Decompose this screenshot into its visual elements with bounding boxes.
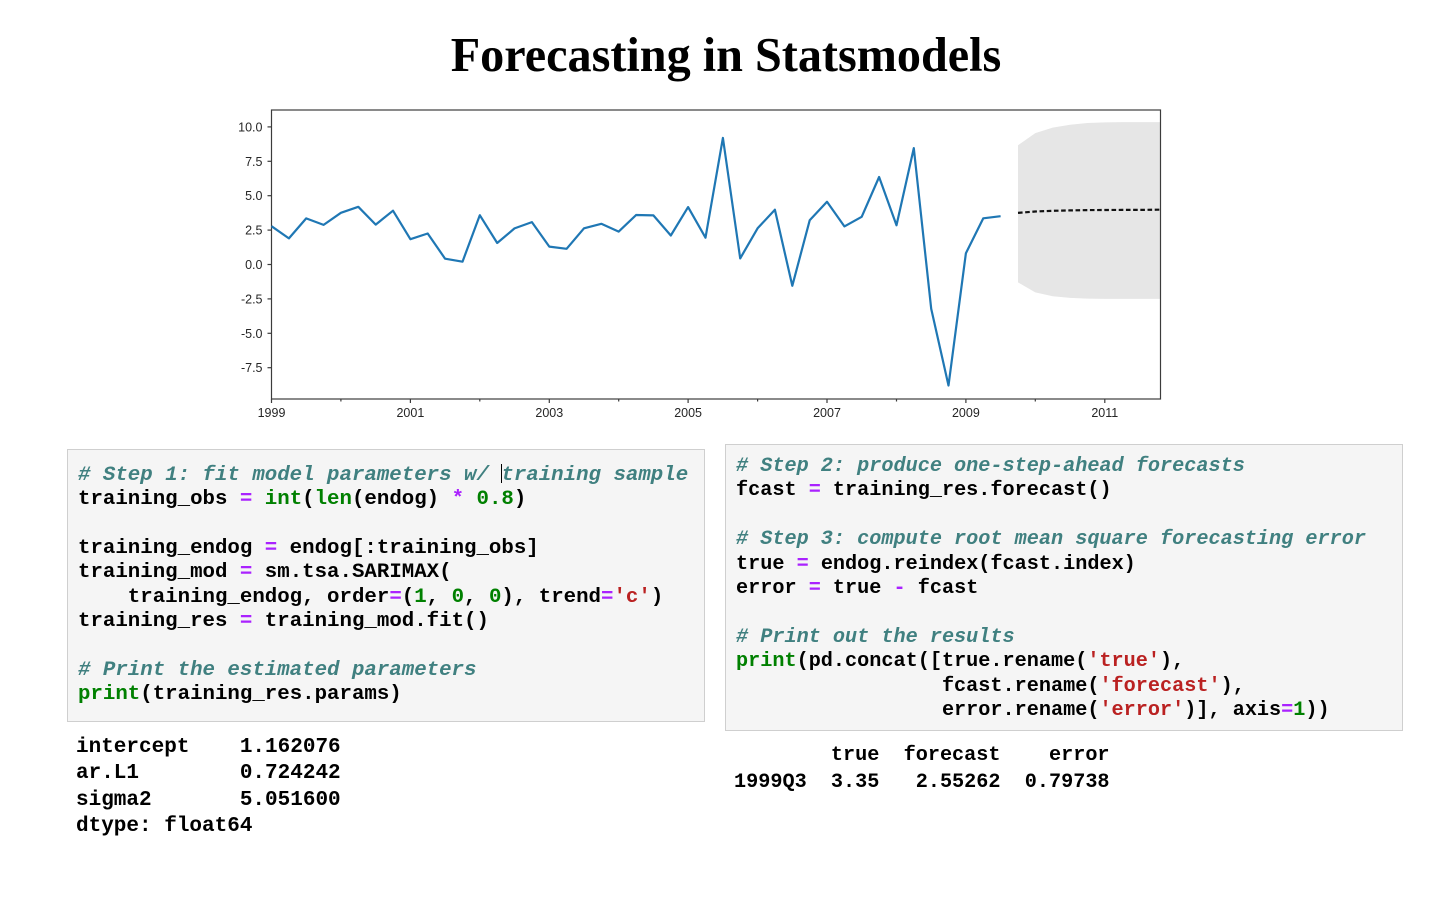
svg-text:2007: 2007 (813, 406, 841, 420)
svg-text:2009: 2009 (952, 406, 980, 420)
svg-text:1999: 1999 (258, 406, 286, 420)
svg-text:2011: 2011 (1091, 406, 1118, 420)
svg-text:2.5: 2.5 (245, 224, 262, 238)
svg-text:5.0: 5.0 (245, 189, 262, 203)
svg-text:2001: 2001 (396, 406, 424, 420)
svg-text:2003: 2003 (535, 406, 563, 420)
svg-text:2005: 2005 (674, 406, 702, 420)
svg-text:0.0: 0.0 (245, 258, 262, 272)
svg-text:-7.5: -7.5 (241, 361, 263, 375)
svg-text:10.0: 10.0 (238, 120, 262, 134)
svg-text:-5.0: -5.0 (241, 327, 263, 341)
svg-text:-2.5: -2.5 (241, 292, 263, 306)
svg-text:7.5: 7.5 (245, 155, 262, 169)
